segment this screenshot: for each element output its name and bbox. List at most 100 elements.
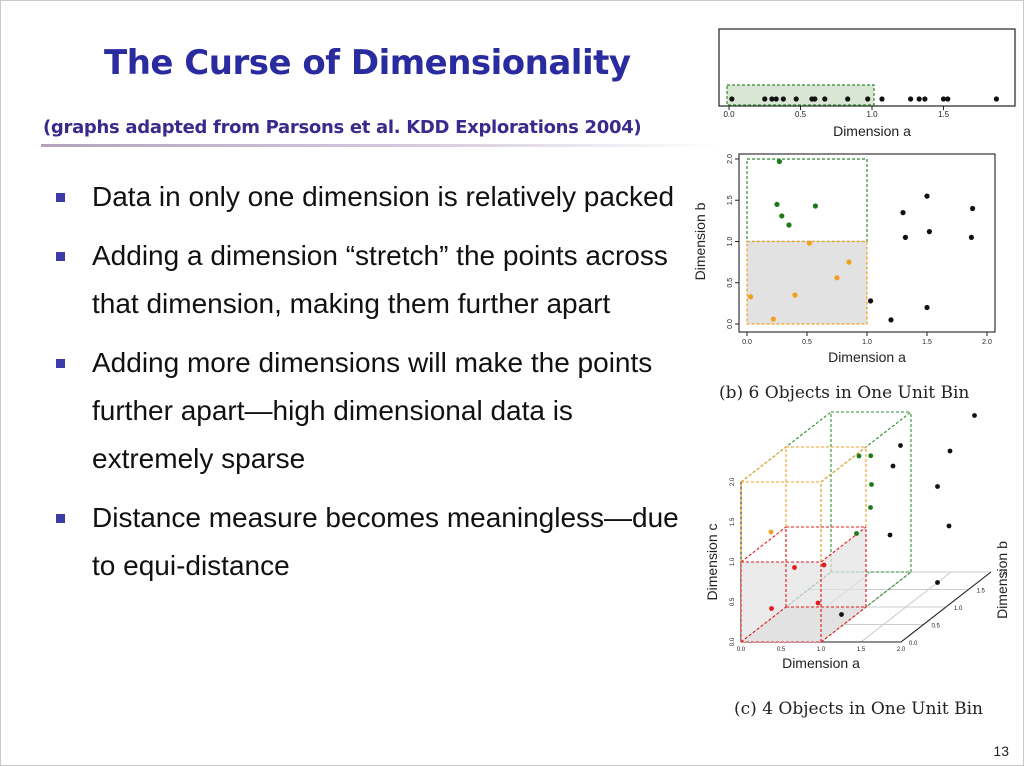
data-point <box>780 96 786 102</box>
y-tick-label: 0.5 <box>730 597 736 606</box>
data-point <box>898 443 903 448</box>
data-point <box>935 580 940 585</box>
bullet-text: Distance measure becomes meaningless—due… <box>92 502 679 581</box>
data-point <box>779 213 785 219</box>
chart-b-svg: 0.0 0.5 1.0 1.5 2.0 0.0 0.5 1.0 1.5 2.0 Dimension … <box>692 153 996 365</box>
x-tick-label: 1.5 <box>922 339 932 346</box>
data-point <box>887 532 893 538</box>
y-tick-label: 2.0 <box>727 154 734 164</box>
data-point <box>865 96 871 102</box>
data-point <box>916 96 922 102</box>
unit-bin-edge <box>740 446 787 483</box>
x-tick-label: 2.0 <box>897 647 906 653</box>
slide-subtitle: (graphs adapted from Parsons et al. KDD … <box>43 117 642 138</box>
caption-c: (c) 4 Objects in One Unit Bin <box>734 699 984 719</box>
figure-a-one-dimension: 0.0 0.5 1.0 1.5 Dimension a <box>701 21 1021 146</box>
data-point <box>762 96 768 102</box>
unit-bin-face <box>741 562 821 642</box>
x-tick-label: 1.5 <box>857 647 866 653</box>
data-point <box>902 234 908 240</box>
unit-bin-edge <box>740 526 787 563</box>
x-tick-label: 1.5 <box>938 110 950 119</box>
data-point <box>792 292 798 298</box>
y-tick-label: 0.0 <box>727 319 734 329</box>
x-tick-label: 1.0 <box>862 339 872 346</box>
x-tick-label: 0.5 <box>795 110 807 119</box>
square-bullet-icon <box>56 359 65 368</box>
unit-bin-region <box>746 240 868 325</box>
y-axis-label: Dimension c <box>704 523 720 600</box>
data-point <box>822 96 828 102</box>
data-point <box>968 234 974 240</box>
bullet-item: Data in only one dimension is relatively… <box>53 173 693 221</box>
y-tick-label: 1.0 <box>727 237 734 247</box>
chart-a-svg: 0.0 0.5 1.0 1.5 Dimension a <box>718 28 1016 139</box>
z-tick-label: 1.0 <box>954 606 963 612</box>
z-tick-label: 0.5 <box>932 624 941 630</box>
data-point <box>839 612 844 617</box>
x-tick-label: 0.5 <box>802 339 812 346</box>
page-number: 13 <box>993 743 1009 759</box>
data-point <box>888 317 894 323</box>
x-tick-label: 0.5 <box>777 647 786 653</box>
data-point <box>854 531 859 536</box>
data-point <box>947 448 953 454</box>
data-point <box>940 96 947 102</box>
data-point <box>890 463 896 469</box>
data-point <box>868 505 873 510</box>
square-bullet-icon <box>56 252 65 261</box>
bullet-item: Adding a dimension “stretch” the points … <box>53 232 693 328</box>
data-point <box>769 606 774 611</box>
x-axis-label: Dimension a <box>828 349 906 365</box>
plot-frame <box>718 28 1016 107</box>
chart-c-svg: 0.0 0.5 1.0 1.5 2.00.00.51.01.52.00.00.51.01… <box>704 411 1010 671</box>
title-rule <box>41 144 721 147</box>
unit-bin-edge <box>820 606 867 643</box>
data-point <box>869 482 874 487</box>
data-point <box>770 316 776 322</box>
data-point <box>908 96 914 102</box>
data-point <box>769 96 775 102</box>
data-point <box>845 96 851 102</box>
data-point <box>846 259 852 265</box>
x-tick-label: 2.0 <box>982 339 992 346</box>
data-point <box>815 600 821 606</box>
data-point <box>879 96 885 102</box>
bullet-item: Adding more dimensions will make the poi… <box>53 339 693 483</box>
y-tick-label: 0.5 <box>727 278 734 288</box>
figure-b-two-dimensions: 0.0 0.5 1.0 1.5 2.0 0.0 0.5 1.0 1.5 2.0 Dimension … <box>687 149 1017 374</box>
square-bullet-icon <box>56 514 65 523</box>
figure-c-three-dimensions: 0.0 0.5 1.0 1.5 2.0 0.0 0.5 1.0 1.5 2.0 0.0 0.5 1.0 1… <box>701 411 1021 677</box>
z-tick-label: 0.0 <box>909 641 918 647</box>
z-axis-label: Dimension b <box>994 541 1010 619</box>
data-point <box>868 453 874 459</box>
bullet-list: Data in only one dimension is relatively… <box>53 173 693 601</box>
data-point <box>924 304 930 311</box>
data-point <box>748 294 754 300</box>
data-point <box>812 203 818 209</box>
x-axis-label: Dimension a <box>833 123 911 139</box>
unit-bin-region <box>746 158 868 243</box>
data-point <box>856 453 862 459</box>
data-point <box>776 158 782 165</box>
x-axis-label: Dimension a <box>782 655 860 671</box>
data-point <box>924 193 930 199</box>
y-axis-label: Dimension b <box>692 202 708 280</box>
slide-title: The Curse of Dimensionality <box>104 43 631 83</box>
y-tick-label: 0.0 <box>730 637 736 646</box>
data-point <box>935 484 940 489</box>
data-point <box>834 275 840 281</box>
data-point <box>868 298 874 304</box>
data-point <box>972 413 977 418</box>
y-tick-label: 1.5 <box>730 517 736 526</box>
x-tick-label: 1.0 <box>817 647 826 653</box>
z-tick-label: 2.0 <box>999 571 1008 577</box>
x-tick-label: 0.0 <box>737 647 746 653</box>
data-point <box>945 96 951 102</box>
z-axis-line <box>900 571 992 643</box>
data-point <box>900 210 906 216</box>
unit-bin-edge <box>740 606 787 643</box>
data-point <box>793 96 799 102</box>
bullet-text: Adding a dimension “stretch” the points … <box>92 240 668 319</box>
